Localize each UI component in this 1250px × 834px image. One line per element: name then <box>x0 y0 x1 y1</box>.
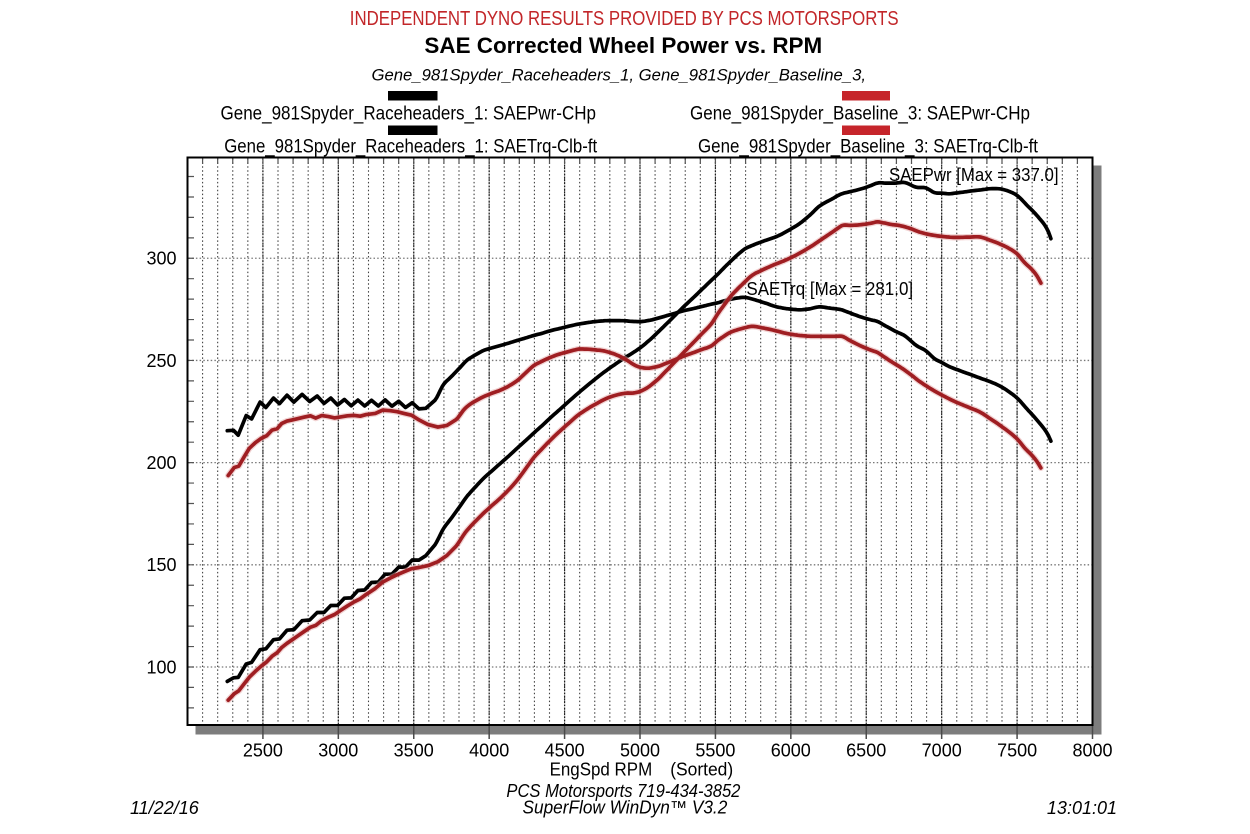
svg-text:300: 300 <box>146 249 176 269</box>
svg-text:6500: 6500 <box>846 741 886 761</box>
svg-text:EngSpd RPM: EngSpd RPM <box>550 759 653 779</box>
svg-text:SAETrq [Max = 281.0]: SAETrq [Max = 281.0] <box>746 279 913 299</box>
svg-text:SAEPwr [Max = 337.0]: SAEPwr [Max = 337.0] <box>889 165 1059 185</box>
svg-text:250: 250 <box>146 351 176 371</box>
svg-text:(Sorted): (Sorted) <box>670 759 733 779</box>
svg-text:200: 200 <box>146 453 176 473</box>
svg-text:SuperFlow WinDyn™ V3.2: SuperFlow WinDyn™ V3.2 <box>523 798 728 818</box>
svg-text:2500: 2500 <box>243 741 283 761</box>
svg-text:SAE Corrected Wheel Power vs.: SAE Corrected Wheel Power vs. RPM <box>424 33 822 58</box>
svg-text:3000: 3000 <box>318 741 358 761</box>
svg-text:3500: 3500 <box>394 741 434 761</box>
svg-text:Gene_981Spyder_Raceheaders_1,: Gene_981Spyder_Raceheaders_1, Gene_981Sp… <box>372 65 867 84</box>
svg-text:150: 150 <box>146 555 176 575</box>
svg-text:Gene_981Spyder_Raceheaders_1:: Gene_981Spyder_Raceheaders_1: SAEPwr-CHp <box>221 103 597 124</box>
svg-text:100: 100 <box>146 657 176 677</box>
svg-text:4000: 4000 <box>469 741 509 761</box>
svg-text:6000: 6000 <box>771 741 811 761</box>
svg-text:8000: 8000 <box>1072 741 1112 761</box>
svg-text:13:01:01: 13:01:01 <box>1047 798 1117 818</box>
svg-text:5000: 5000 <box>620 741 660 761</box>
svg-text:Gene_981Spyder_Raceheaders_1:: Gene_981Spyder_Raceheaders_1: SAETrq-Clb… <box>224 137 598 158</box>
svg-text:PCS Motorsports 719-434-3852: PCS Motorsports 719-434-3852 <box>506 781 740 801</box>
svg-text:7500: 7500 <box>997 741 1037 761</box>
svg-text:Gene_981Spyder_Baseline_3: SAE: Gene_981Spyder_Baseline_3: SAEPwr-CHp <box>690 103 1030 124</box>
svg-text:Gene_981Spyder_Baseline_3: SAE: Gene_981Spyder_Baseline_3: SAETrq-Clb-ft <box>698 137 1039 158</box>
svg-text:7000: 7000 <box>922 741 962 761</box>
svg-text:INDEPENDENT DYNO RESULTS PROVI: INDEPENDENT DYNO RESULTS PROVIDED BY PCS… <box>350 8 899 30</box>
svg-text:5500: 5500 <box>695 741 735 761</box>
svg-text:11/22/16: 11/22/16 <box>130 798 200 818</box>
svg-text:4500: 4500 <box>545 741 585 761</box>
